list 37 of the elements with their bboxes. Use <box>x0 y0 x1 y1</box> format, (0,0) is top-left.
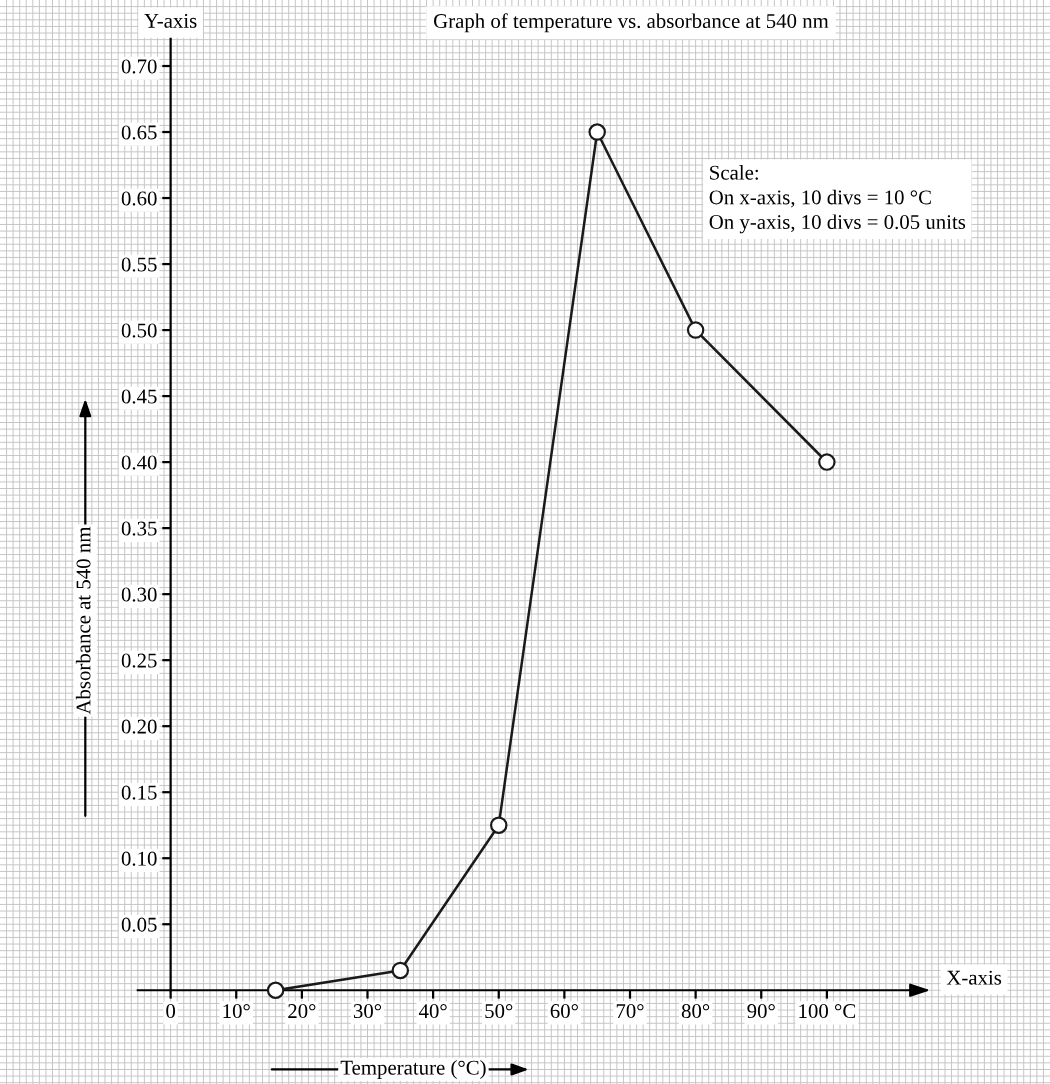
x-tick-label: 20° <box>288 1004 316 1019</box>
y-tick-label: 0.15 <box>121 785 157 800</box>
x-tick-label: 90° <box>747 1004 775 1019</box>
annotation: Y-axis <box>144 13 197 28</box>
text: Graph of temperature vs. absorbance at 540 nm <box>433 13 829 33</box>
y-axis-title: Absorbance at 540 nm <box>75 526 91 715</box>
annotation: Scale: On x-axis, 10 divs = 10 °C On y-axis, 10 divs = 0.05 units <box>709 165 966 234</box>
y-tick-label: 0.65 <box>121 125 157 140</box>
y-tick-label: 0.05 <box>121 917 157 932</box>
x-tick-label: 100 °C <box>799 1004 856 1019</box>
x-tick-label: 60° <box>550 1004 578 1019</box>
x-tick-label: 70° <box>616 1004 644 1019</box>
y-tick-label: 0.45 <box>121 389 157 404</box>
point <box>818 453 836 471</box>
y-tick-label: 0.70 <box>121 59 157 74</box>
x-tick-label: 50° <box>485 1004 513 1019</box>
point <box>266 981 285 999</box>
y-tick-label: 0.55 <box>121 257 157 272</box>
annotation: X-axis <box>946 970 1002 985</box>
x-tick-label: 10° <box>223 1004 250 1019</box>
point <box>588 123 606 141</box>
y-tick-label: 0.20 <box>121 719 157 734</box>
y-tick-label: 0.40 <box>121 455 157 470</box>
x-tick-label: 40° <box>418 1004 447 1019</box>
y-tick-label: 0.10 <box>121 851 157 866</box>
x-tick-label: 30° <box>353 1004 382 1019</box>
y-tick-label: 0.50 <box>121 323 157 338</box>
y-tick-label: 0.35 <box>121 521 157 536</box>
point <box>391 961 410 980</box>
x-axis-title: Temperature (°C) <box>340 1060 486 1079</box>
point <box>686 321 705 339</box>
y-tick-label: 0.60 <box>121 191 157 206</box>
y-tick-label: 0.30 <box>121 587 157 602</box>
x-tick-label: 0 <box>166 1004 176 1019</box>
y-tick-label: 0.25 <box>121 653 157 668</box>
x-tick-label: 80° <box>681 1004 710 1019</box>
point <box>490 816 508 834</box>
